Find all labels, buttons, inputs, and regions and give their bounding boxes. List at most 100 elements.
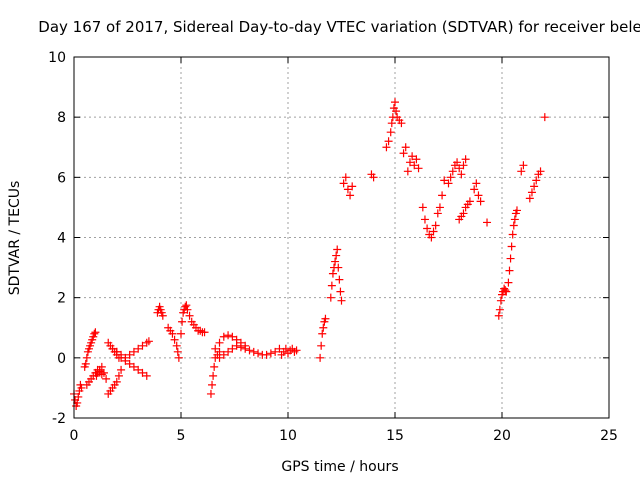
data-point — [77, 383, 86, 392]
data-point — [346, 191, 355, 200]
y-tick-label: -2 — [52, 411, 66, 427]
data-point — [318, 329, 327, 338]
data-point — [444, 179, 453, 188]
data-point — [502, 287, 511, 296]
data-point — [382, 143, 391, 152]
data-point — [254, 349, 263, 358]
data-point — [138, 341, 147, 350]
data-point — [215, 338, 224, 347]
data-point — [208, 380, 217, 389]
data-point — [138, 368, 147, 377]
data-point — [459, 209, 468, 218]
data-point — [232, 341, 241, 350]
x-tick-label: 0 — [70, 428, 79, 444]
data-point — [517, 167, 526, 176]
data-point — [129, 362, 138, 371]
data-point — [536, 167, 545, 176]
data-point — [97, 370, 106, 379]
data-point — [336, 287, 345, 296]
data-point — [219, 350, 228, 359]
data-point — [334, 263, 343, 272]
data-point — [292, 346, 301, 355]
data-point — [461, 155, 470, 164]
data-point — [339, 179, 348, 188]
data-point — [504, 278, 513, 287]
data-point — [423, 224, 432, 233]
data-point — [316, 353, 325, 362]
data-point — [91, 328, 100, 337]
grid-lines — [74, 57, 609, 418]
data-point — [476, 197, 485, 206]
data-point — [431, 221, 440, 230]
data-point — [112, 347, 121, 356]
data-point — [73, 398, 82, 407]
data-point — [414, 164, 423, 173]
data-point — [405, 158, 414, 167]
data-point — [210, 362, 219, 371]
data-point — [219, 332, 228, 341]
data-point — [369, 173, 378, 182]
data-point — [527, 188, 536, 197]
data-point — [326, 293, 335, 302]
data-point — [446, 173, 455, 182]
data-point — [429, 227, 438, 236]
data-point — [507, 242, 516, 251]
data-point — [392, 107, 401, 116]
x-tick-label: 15 — [386, 428, 404, 444]
data-point — [418, 203, 427, 212]
data-point — [427, 233, 436, 242]
data-point — [401, 143, 410, 152]
data-point — [433, 209, 442, 218]
data-point — [327, 281, 336, 290]
y-tick-label: 4 — [57, 231, 66, 247]
data-point — [525, 194, 534, 203]
data-point — [168, 329, 177, 338]
data-point — [348, 182, 357, 191]
data-point — [408, 152, 417, 161]
data-point — [224, 347, 233, 356]
data-point — [474, 191, 483, 200]
data-point — [335, 275, 344, 284]
data-point — [397, 119, 406, 128]
data-point — [245, 346, 254, 355]
data-point — [438, 191, 447, 200]
data-point — [399, 149, 408, 158]
data-points — [70, 98, 549, 410]
data-point — [81, 359, 90, 368]
data-point — [125, 350, 134, 359]
y-tick-label: 10 — [48, 50, 66, 66]
data-point — [501, 286, 510, 295]
x-tick-label: 10 — [279, 428, 297, 444]
data-point — [129, 347, 138, 356]
x-tick-label: 5 — [177, 428, 186, 444]
data-point — [386, 128, 395, 137]
data-point — [483, 218, 492, 227]
data-point — [241, 344, 250, 353]
data-point — [495, 305, 504, 314]
data-point — [108, 344, 117, 353]
x-tick-label: 25 — [600, 428, 618, 444]
data-point — [512, 206, 521, 215]
data-point — [178, 317, 187, 326]
data-point — [211, 344, 220, 353]
data-point — [182, 301, 191, 310]
data-point — [209, 371, 218, 380]
data-point — [540, 113, 549, 122]
data-point — [183, 305, 192, 314]
data-point — [215, 353, 224, 362]
data-point — [331, 257, 340, 266]
data-point — [121, 353, 130, 362]
data-point — [508, 230, 517, 239]
data-point — [459, 161, 468, 170]
data-point — [391, 98, 399, 107]
y-tick-label: 2 — [57, 291, 66, 307]
data-point — [453, 158, 462, 167]
data-point — [328, 269, 337, 278]
data-point — [102, 374, 111, 383]
data-point — [333, 245, 342, 254]
data-point — [185, 311, 194, 320]
data-point — [387, 119, 396, 128]
data-point — [457, 170, 466, 179]
data-point — [74, 392, 83, 401]
